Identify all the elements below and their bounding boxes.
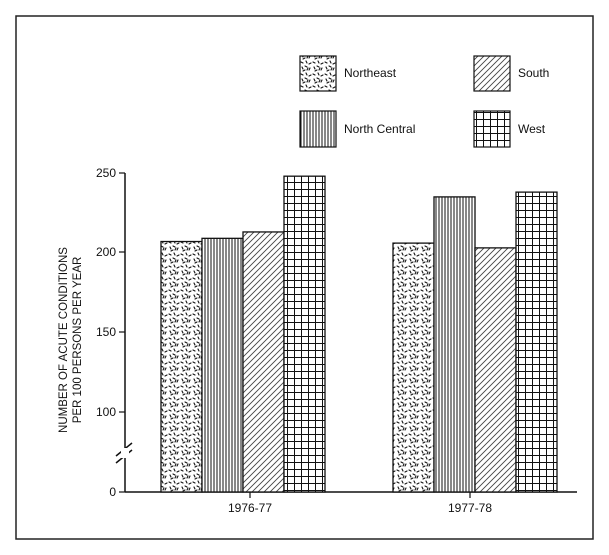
bar-northeast-1976-77 — [160, 240, 203, 493]
legend-swatch-south — [473, 55, 511, 92]
bar-south-1976-77 — [242, 231, 285, 493]
bar-west-1977-78 — [515, 191, 558, 493]
legend-label-northeast: Northeast — [344, 66, 397, 80]
bar-northeast-1977-78 — [392, 242, 435, 493]
bar-north-central-1976-77 — [201, 237, 244, 493]
y-tick-label: 250 — [96, 166, 116, 180]
bars — [160, 175, 558, 493]
legend-swatch-northeast — [299, 55, 337, 92]
y-ticks: 0 100 150 200 250 — [96, 166, 125, 499]
legend-swatch-north-central — [299, 110, 337, 148]
y-axis-label-line2: PER 100 PERSONS PER YEAR — [72, 257, 84, 424]
y-tick-label: 0 — [109, 485, 116, 499]
y-axis-label: NUMBER OF ACUTE CONDITIONS PER 100 PERSO… — [58, 247, 84, 433]
x-category-label: 1976-77 — [228, 501, 272, 515]
legend-label-west: West — [518, 122, 546, 136]
bar-west-1976-77 — [283, 175, 326, 493]
bar-north-central-1977-78 — [433, 196, 476, 493]
y-tick-label: 200 — [96, 245, 116, 259]
legend-label-north-central: North Central — [344, 122, 415, 136]
figure-border — [15, 15, 594, 540]
x-category-label: 1977-78 — [448, 501, 492, 515]
legend: Northeast South North Central West — [299, 55, 549, 148]
legend-label-south: South — [518, 66, 549, 80]
y-axis-label-line1: NUMBER OF ACUTE CONDITIONS — [58, 247, 70, 433]
y-tick-label: 100 — [96, 405, 116, 419]
axis-break-mark — [115, 442, 133, 464]
y-tick-label: 150 — [96, 325, 116, 339]
legend-swatch-west — [473, 110, 511, 148]
bar-south-1977-78 — [474, 247, 517, 493]
